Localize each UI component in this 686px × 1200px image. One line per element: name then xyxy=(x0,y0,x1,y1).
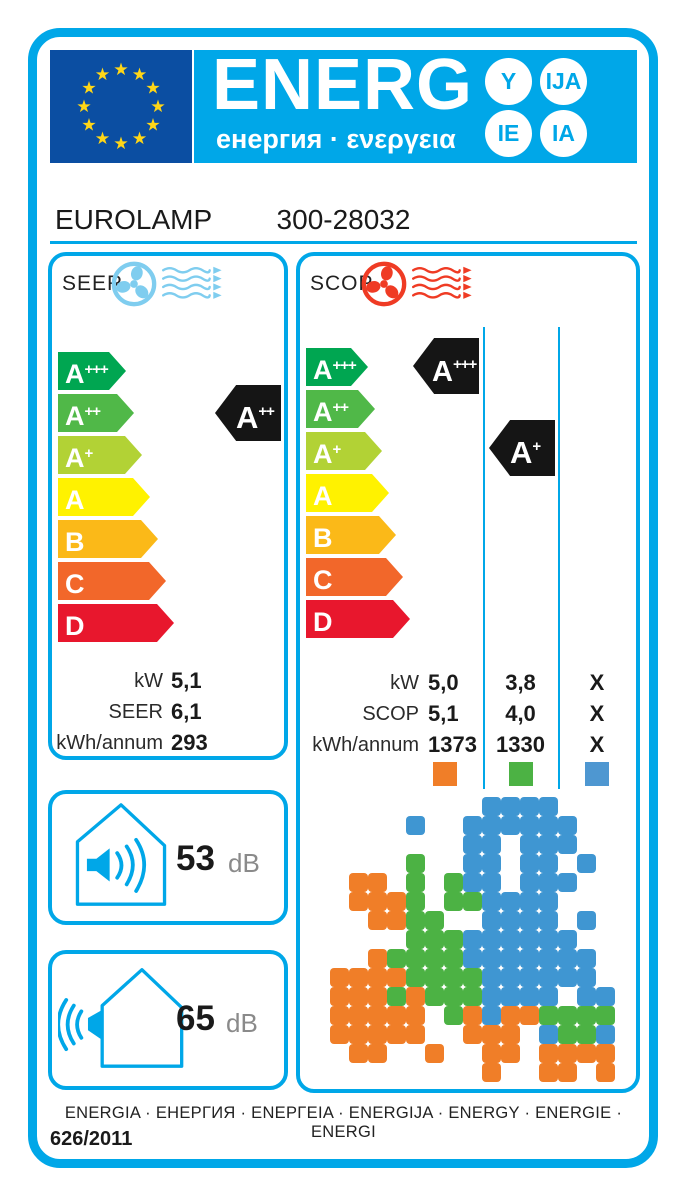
zone-square-average xyxy=(509,762,533,786)
class-arrow-a: A xyxy=(58,478,150,516)
indoor-noise-panel: 53 dB xyxy=(48,790,288,925)
header-divider xyxy=(50,241,637,244)
outdoor-noise-icon xyxy=(58,968,184,1068)
eu-flag xyxy=(50,50,192,163)
class-arrow-c: C xyxy=(58,562,166,600)
indoor-noise-icon xyxy=(75,803,167,906)
scop-kw-label: kW xyxy=(390,672,419,694)
scop-kw-colder: X xyxy=(589,670,605,695)
seer-panel: SEER A+++ A++ A+ A B C D A++ kW 5,1 SEER… xyxy=(48,252,288,760)
zone-column-divider-1 xyxy=(483,327,485,789)
energ-wordmark: ENERG xyxy=(212,45,474,125)
class-arrow-c: C xyxy=(306,558,403,596)
scop-kw-average: 3,8 xyxy=(505,670,536,695)
class-arrow-a1plus: A+ xyxy=(306,432,382,470)
class-arrow-a3plus: A+++ xyxy=(58,352,126,390)
outdoor-noise-panel: 65 dB xyxy=(48,950,288,1090)
indoor-noise-unit: dB xyxy=(228,848,260,878)
scop-kwh-average: 1330 xyxy=(496,732,545,757)
scop-kw-warmer: 5,0 xyxy=(428,670,459,695)
cooling-fan-icon xyxy=(111,261,157,307)
class-arrow-a2plus: A++ xyxy=(306,390,375,428)
seer-row-kwh: kWh/annum 293 xyxy=(52,730,284,758)
scop-scop-average: 4,0 xyxy=(505,701,536,726)
heating-fan-icon xyxy=(361,261,407,307)
energy-languages-strip: ENERGIA · ЕНЕРГИЯ · ΕΝΕΡΓΕΙΑ · ENERGIJA … xyxy=(64,1104,623,1141)
suffix-bubble-ia: IA xyxy=(540,110,587,157)
indoor-noise-value: 53 xyxy=(176,839,215,878)
scop-rating-arrow-warmer: A+++ xyxy=(413,338,479,394)
cool-airflow-icon xyxy=(162,266,223,301)
scop-kwh-warmer: 1373 xyxy=(428,732,477,757)
zone-square-warmer xyxy=(433,762,457,786)
scop-scop-label: SCOP xyxy=(362,703,419,725)
scop-row-scop: SCOP 5,1 4,0 X xyxy=(300,701,636,729)
energ-subtitle: енергия · ενεργεια xyxy=(216,124,456,154)
scop-panel: SCOP A+++ A++ A+ A B C D A+++ A+ kW 5,0 … xyxy=(296,252,640,1093)
scop-row-kwh: kWh/annum 1373 1330 X xyxy=(300,732,636,760)
seer-kw-value: 5,1 xyxy=(171,668,202,693)
zone-column-divider-2 xyxy=(558,327,560,789)
seer-rating-arrow: A++ xyxy=(215,385,281,441)
seer-row-seer: SEER 6,1 xyxy=(52,699,284,727)
scop-scop-colder: X xyxy=(589,701,605,726)
energ-banner: ENERG енергия · ενεργεια Y IJA IE IA xyxy=(194,45,637,163)
class-arrow-d: D xyxy=(58,604,174,642)
seer-row-kw: kW 5,1 xyxy=(52,668,284,696)
seer-kwh-value: 293 xyxy=(171,730,208,755)
class-arrow-a3plus: A+++ xyxy=(306,348,368,386)
zone-square-colder xyxy=(585,762,609,786)
seer-title: SEER xyxy=(62,272,124,295)
seer-kw-label: kW xyxy=(134,670,163,692)
outdoor-noise-value: 65 xyxy=(176,999,215,1038)
seer-seer-label: SEER xyxy=(108,701,163,723)
seer-seer-value: 6,1 xyxy=(171,699,202,724)
outdoor-noise-unit: dB xyxy=(226,1008,258,1038)
suffix-bubble-ie: IE xyxy=(485,110,532,157)
class-arrow-a: A xyxy=(306,474,389,512)
scop-kwh-colder: X xyxy=(589,732,605,757)
suffix-bubble-ija: IJA xyxy=(540,58,587,105)
label-outer-frame xyxy=(28,28,658,1168)
regulation-number: 626/2011 xyxy=(50,1128,133,1150)
scop-title: SCOP xyxy=(310,272,374,295)
suffix-bubble-y: Y xyxy=(485,58,532,105)
supplier-name: EUROLAMP xyxy=(55,204,213,235)
warm-airflow-icon xyxy=(412,266,473,301)
scop-rating-arrow-average: A+ xyxy=(489,420,555,476)
scop-row-kw: kW 5,0 3,8 X xyxy=(300,670,636,698)
class-arrow-b: B xyxy=(58,520,158,558)
model-identifier: 300-28032 xyxy=(276,204,411,235)
eu-stars-icon xyxy=(77,62,165,150)
seer-kwh-label: kWh/annum xyxy=(56,732,163,754)
scop-scop-warmer: 5,1 xyxy=(428,701,459,726)
class-arrow-a1plus: A+ xyxy=(58,436,142,474)
class-arrow-d: D xyxy=(306,600,410,638)
climate-map xyxy=(330,797,634,1082)
scop-kwh-label: kWh/annum xyxy=(312,734,419,756)
class-arrow-b: B xyxy=(306,516,396,554)
class-arrow-a2plus: A++ xyxy=(58,394,134,432)
